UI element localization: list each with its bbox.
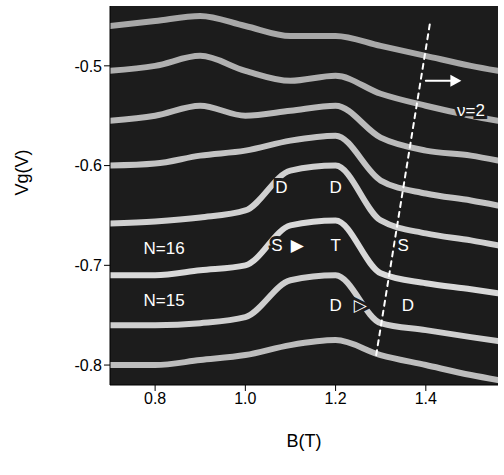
svg-text:1.0: 1.0 (234, 390, 256, 407)
svg-text:D: D (329, 296, 341, 315)
svg-text:S: S (271, 236, 282, 255)
svg-text:-0.7: -0.7 (74, 257, 102, 274)
svg-text:D: D (402, 296, 414, 315)
svg-text:S: S (398, 236, 409, 255)
svg-text:N=16: N=16 (144, 239, 185, 258)
svg-text:1.4: 1.4 (415, 390, 437, 407)
svg-text:T: T (330, 236, 340, 255)
svg-text:-0.6: -0.6 (74, 157, 102, 174)
svg-text:▶: ▶ (291, 236, 305, 255)
svg-text:N=15: N=15 (144, 291, 185, 310)
svg-text:1.2: 1.2 (324, 390, 346, 407)
svg-text:D: D (275, 178, 287, 197)
svg-text:0.8: 0.8 (144, 390, 166, 407)
svg-text:▷: ▷ (354, 296, 368, 315)
svg-text:B(T): B(T) (287, 431, 322, 451)
svg-text:-0.5: -0.5 (74, 58, 102, 75)
svg-text:Vg(V): Vg(V) (12, 149, 32, 195)
svg-text:-0.8: -0.8 (74, 357, 102, 374)
svg-text:D: D (329, 178, 341, 197)
svg-text:ν=2: ν=2 (457, 101, 485, 120)
